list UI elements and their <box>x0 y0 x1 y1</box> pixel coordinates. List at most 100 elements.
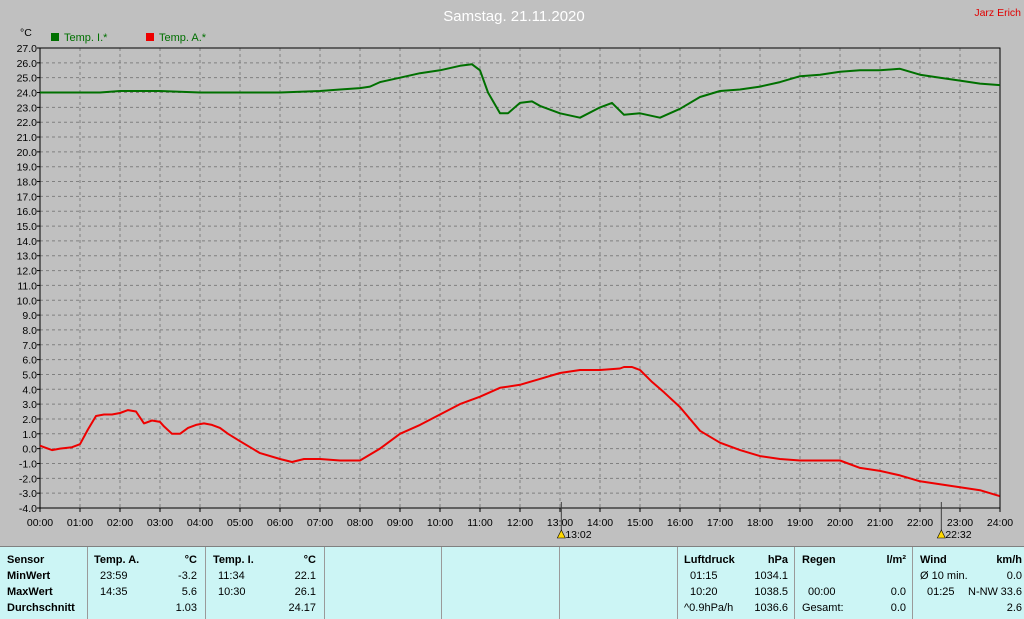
temp-a-min-value: -3.2 <box>178 570 197 582</box>
wind-avg-value: 0.0 <box>1006 570 1022 582</box>
y-tick-label: 11.0 <box>17 280 37 292</box>
y-tick-label: 15.0 <box>17 221 38 233</box>
y-tick-label: 3.0 <box>22 399 37 411</box>
rain-total-label: Gesamt: <box>802 602 844 614</box>
x-tick-label: 13:00 <box>547 517 573 529</box>
x-tick-label: 01:00 <box>67 517 93 529</box>
x-tick-label: 17:00 <box>707 517 733 529</box>
x-tick-label: 00:00 <box>27 517 53 529</box>
temp-i-min-value: 22.1 <box>294 570 316 582</box>
sun-icon <box>556 529 566 539</box>
y-axis-ticks: 27.0 26.0 25.0 24.0 23.0 22.0 21.0 20.0 19.0 18.0… <box>17 43 40 515</box>
x-tick-label: 08:00 <box>347 517 373 529</box>
pressure-max-value: 1038.5 <box>754 586 788 598</box>
wind-mean: 2.6 <box>1006 602 1022 614</box>
sensor-column: Sensor MinWert MaxWert Durchschnitt <box>0 547 88 619</box>
legend-swatch-temp-a <box>146 33 154 41</box>
y-tick-label: 13.0 <box>17 251 38 263</box>
wind-max-value: 33.6 <box>1000 586 1022 598</box>
y-tick-label: -1.0 <box>19 458 37 470</box>
rain-column: Regen l/m² 00:00 0.0 Gesamt: 0.0 <box>795 547 913 619</box>
temp-i-max-value: 26.1 <box>294 586 316 598</box>
wind-column: Wind km/h Ø 10 min. 0.0 01:25 N-NW 33.6 … <box>913 547 1024 619</box>
x-tick-label: 09:00 <box>387 517 413 529</box>
empty-column-2 <box>442 547 560 619</box>
x-tick-label: 22:00 <box>907 517 933 529</box>
y-tick-label: 8.0 <box>22 325 37 337</box>
y-tick-label: 1.0 <box>22 429 37 441</box>
y-tick-label: 5.0 <box>22 369 37 381</box>
y-tick-label: -3.0 <box>19 488 37 500</box>
temperature-chart: 27.0 26.0 25.0 24.0 23.0 22.0 21.0 20.0 19.0 18.0… <box>17 7 1022 541</box>
y-tick-label: 18.0 <box>17 177 38 189</box>
pressure-header: Luftdruck <box>684 554 735 566</box>
series-lines <box>39 63 1001 498</box>
y-tick-label: 26.0 <box>17 58 38 70</box>
temp-a-unit: °C <box>184 554 197 566</box>
x-tick-label: 14:00 <box>587 517 613 529</box>
y-tick-label: 14.0 <box>17 236 38 248</box>
y-tick-label: 23.0 <box>17 102 38 114</box>
grid-lines <box>40 48 1000 508</box>
sensor-header: Sensor <box>7 554 45 566</box>
y-tick-label: 9.0 <box>22 310 37 322</box>
rain-header: Regen <box>802 554 836 566</box>
y-tick-label: 17.0 <box>17 191 38 203</box>
legend: Temp. I.* Temp. A.* <box>51 32 207 44</box>
sunset-marker: 22:32 <box>936 502 972 541</box>
marker-time-label: 22:32 <box>945 529 971 541</box>
x-tick-label: 18:00 <box>747 517 773 529</box>
y-tick-label: 10.0 <box>17 295 38 307</box>
y-tick-label: 19.0 <box>17 162 38 174</box>
pressure-column: Luftdruck hPa 01:15 1034.1 10:20 1038.5 … <box>678 547 795 619</box>
y-tick-label: -4.0 <box>19 503 37 515</box>
avg-row-label: Durchschnitt <box>7 602 75 614</box>
y-axis-unit: °C <box>20 27 32 39</box>
y-tick-label: 2.0 <box>22 414 37 426</box>
y-tick-label: 27.0 <box>17 43 38 55</box>
pressure-min-time: 01:15 <box>690 570 718 582</box>
x-tick-label: 06:00 <box>267 517 293 529</box>
x-tick-label: 05:00 <box>227 517 253 529</box>
temp-a-max-time: 14:35 <box>100 586 128 598</box>
rain-unit: l/m² <box>886 554 906 566</box>
wind-unit: km/h <box>996 554 1022 566</box>
temp-i-avg: 24.17 <box>288 602 316 614</box>
temp-a-header: Temp. A. <box>94 554 140 566</box>
summary-panel: Sensor MinWert MaxWert Durchschnitt Temp… <box>0 546 1024 619</box>
legend-swatch-temp-i <box>51 33 59 41</box>
y-tick-label: 21.0 <box>17 132 38 144</box>
temp-i-header: Temp. I. <box>213 554 254 566</box>
pressure-avg: 1036.6 <box>754 602 788 614</box>
chart-title: Samstag. 21.11.2020 <box>443 8 585 25</box>
y-tick-label: 0.0 <box>22 444 37 456</box>
pressure-trend: ^0.9hPa/h <box>684 602 734 614</box>
empty-column-3 <box>560 547 678 619</box>
rain-total: 0.0 <box>890 602 906 614</box>
x-tick-label: 03:00 <box>147 517 173 529</box>
y-tick-label: 4.0 <box>22 384 37 396</box>
max-row-label: MaxWert <box>7 586 53 598</box>
x-tick-label: 07:00 <box>307 517 333 529</box>
rain-value: 0.0 <box>890 586 906 598</box>
pressure-unit: hPa <box>767 554 788 566</box>
temp-a-max-value: 5.6 <box>181 586 197 598</box>
y-tick-label: 22.0 <box>17 117 38 129</box>
annotations: 13:02 22:32 <box>556 502 972 541</box>
marker-time-label: 13:02 <box>565 529 591 541</box>
wind-max-direction: N-NW <box>968 586 998 598</box>
x-tick-label: 20:00 <box>827 517 853 529</box>
x-tick-label: 16:00 <box>667 517 693 529</box>
min-row-label: MinWert <box>7 570 51 582</box>
legend-label-temp-a: Temp. A.* <box>159 32 207 44</box>
y-tick-label: 7.0 <box>22 340 37 352</box>
x-tick-label: 19:00 <box>787 517 813 529</box>
sun-icon <box>936 529 946 539</box>
x-tick-label: 10:00 <box>427 517 453 529</box>
sunrise-marker: 13:02 <box>556 502 592 541</box>
temp-a-column: Temp. A. °C 23:59 -3.2 14:35 5.6 1.03 <box>88 547 206 619</box>
wind-header: Wind <box>920 554 947 566</box>
y-tick-label: 12.0 <box>17 266 38 278</box>
x-tick-label: 23:00 <box>947 517 973 529</box>
series-line-temp-a <box>39 366 1000 498</box>
